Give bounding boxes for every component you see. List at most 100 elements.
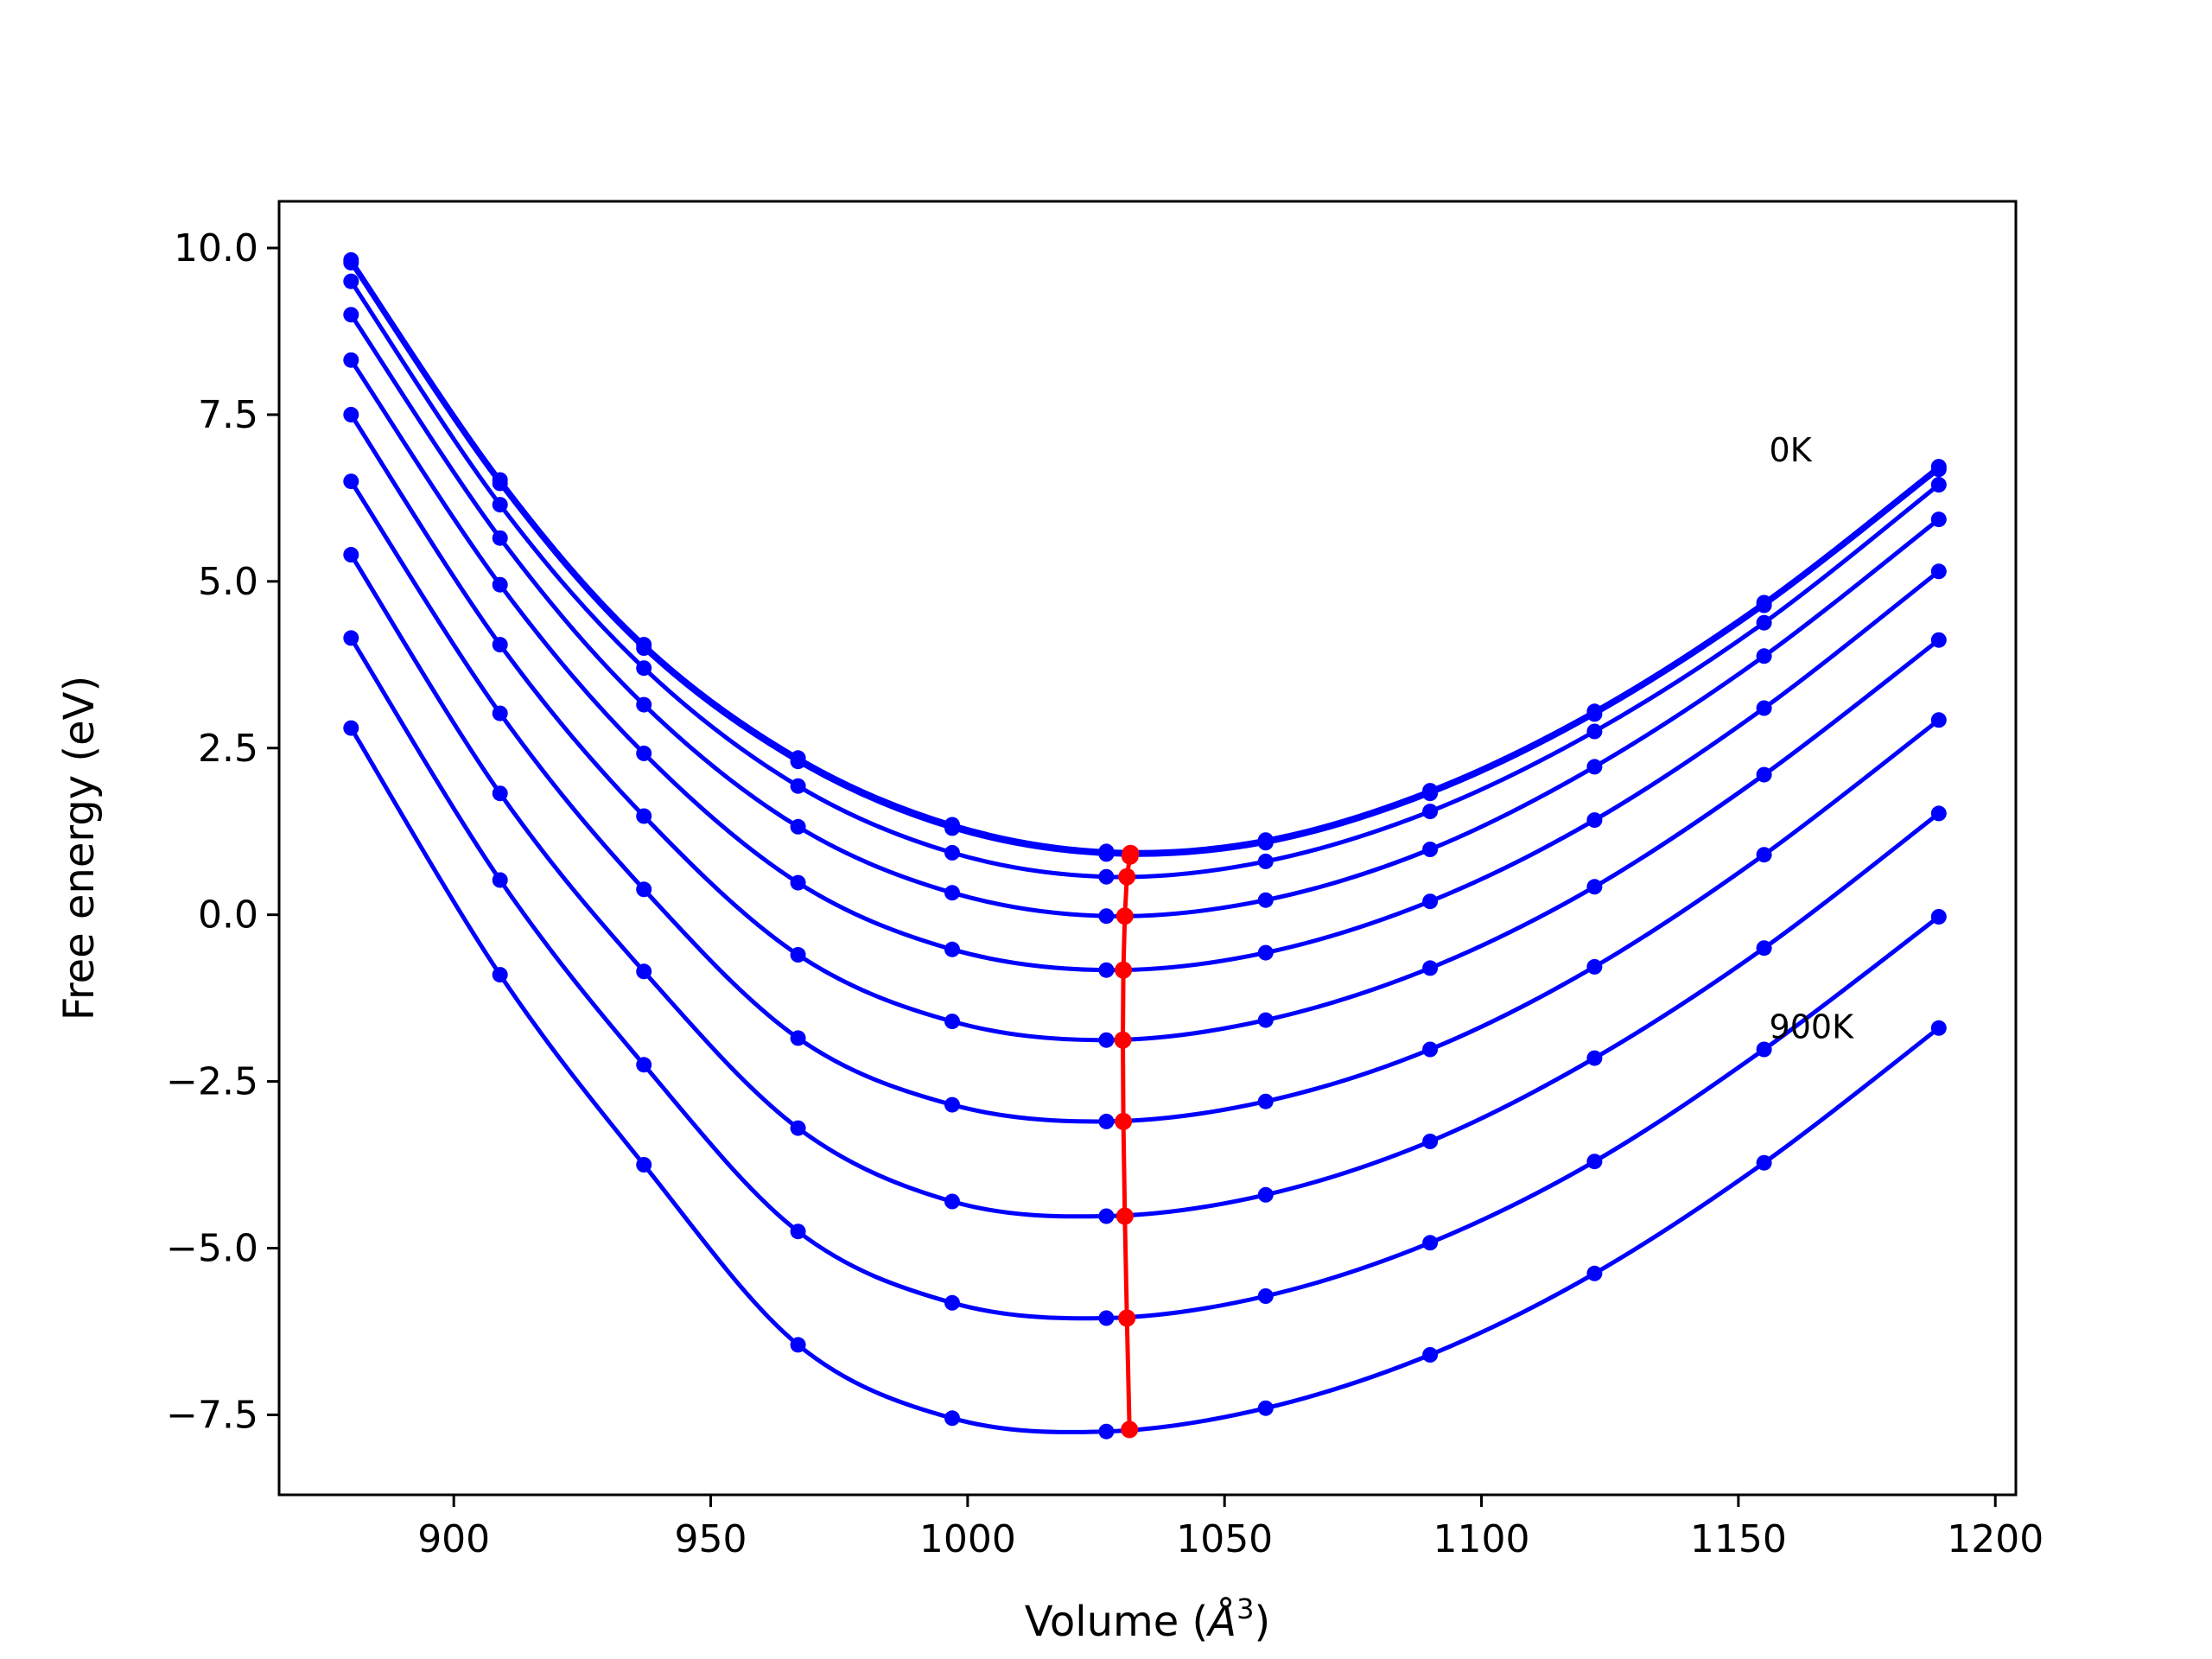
y-tick-label--5: −5.0 (166, 1226, 258, 1270)
series-line-600K (349, 480, 1941, 1124)
data-point-300K-1090 (1422, 842, 1439, 857)
data-point-400K-1058 (1257, 944, 1274, 961)
data-point-800K-880 (343, 630, 359, 646)
data-point-500K-937 (636, 808, 652, 824)
data-point-800K-1189 (1930, 909, 1947, 925)
data-point-100K-1058 (1257, 835, 1274, 851)
data-point-900K-1155 (1756, 1154, 1772, 1171)
data-point-600K-1122 (1586, 958, 1603, 975)
data-point-500K-1155 (1756, 766, 1772, 783)
data-point-600K-1189 (1930, 712, 1947, 728)
data-point-300K-909 (492, 530, 508, 546)
data-point-900K-1058 (1257, 1400, 1274, 1416)
plot-frame (277, 200, 2018, 1497)
data-point-400K-967 (790, 874, 806, 891)
data-point-200K-967 (790, 778, 806, 794)
x-axis-title-unit: Å (1205, 1597, 1236, 1646)
series-line-200K (349, 280, 1941, 880)
data-point-100K-1189 (1930, 461, 1947, 478)
data-point-200K-1027 (1098, 868, 1115, 885)
data-point-900K-1027 (1098, 1423, 1115, 1440)
data-point-600K-967 (790, 1030, 806, 1046)
data-point-300K-997 (944, 885, 960, 901)
data-point-500K-1058 (1257, 1012, 1274, 1028)
data-point-100K-937 (636, 640, 652, 656)
x-axis-title-sup: 3 (1236, 1592, 1254, 1625)
series-line-800K (349, 637, 1941, 1321)
data-point-100K-1155 (1756, 597, 1772, 613)
minimum-point-400K (1115, 961, 1133, 979)
y-tick-label--2.5: −2.5 (166, 1060, 258, 1104)
minimum-point-600K (1115, 1112, 1133, 1130)
data-point-600K-1027 (1098, 1113, 1115, 1129)
data-point-300K-880 (343, 307, 359, 323)
data-point-800K-937 (636, 1057, 652, 1073)
minima-polyline (1120, 853, 1133, 1430)
data-point-200K-909 (492, 497, 508, 513)
data-point-900K-909 (492, 967, 508, 983)
y-axis-ticks: −7.5 −5.0 −2.5 0.0 2.5 5.0 7.5 10.0 (166, 226, 279, 1437)
x-axis-ticks: 900 950 1000 1050 1100 1150 1200 (417, 1495, 2044, 1561)
data-point-200K-1155 (1756, 614, 1772, 631)
minimum-point-500K (1114, 1031, 1132, 1049)
y-tick-label-0: 0.0 (198, 893, 258, 938)
data-point-900K-1189 (1930, 1020, 1947, 1036)
data-point-500K-967 (790, 947, 806, 963)
data-point-800K-1090 (1422, 1235, 1439, 1251)
data-point-500K-1122 (1586, 879, 1603, 895)
data-point-200K-1122 (1586, 723, 1603, 740)
x-tick-label-1200: 1200 (1947, 1517, 2044, 1561)
data-point-200K-1189 (1930, 477, 1947, 493)
x-tick-label-1050: 1050 (1176, 1517, 1273, 1561)
annotations: 0K 900K (1770, 431, 1855, 1046)
data-point-800K-1058 (1257, 1288, 1274, 1304)
minima-line (1114, 844, 1140, 1439)
data-point-300K-967 (790, 818, 806, 835)
annotation-0K: 0K (1770, 431, 1813, 469)
data-point-600K-937 (636, 881, 652, 898)
data-point-300K-1027 (1098, 908, 1115, 925)
data-point-700K-967 (790, 1120, 806, 1136)
data-point-100K-1027 (1098, 846, 1115, 862)
data-point-200K-997 (944, 844, 960, 861)
data-point-600K-1155 (1756, 847, 1772, 863)
series-line-700K (349, 553, 1941, 1219)
data-point-700K-1155 (1756, 940, 1772, 957)
x-tick-label-950: 950 (675, 1517, 747, 1561)
data-point-900K-1122 (1586, 1265, 1603, 1281)
data-point-600K-880 (343, 474, 359, 490)
minimum-point-800K (1118, 1309, 1136, 1327)
data-point-700K-937 (636, 963, 652, 980)
data-point-500K-1189 (1930, 632, 1947, 648)
data-point-400K-880 (343, 352, 359, 368)
data-point-400K-1189 (1930, 563, 1947, 580)
x-tick-label-1100: 1100 (1433, 1517, 1530, 1561)
data-point-700K-1122 (1586, 1050, 1603, 1066)
data-point-100K-909 (492, 475, 508, 492)
x-axis-title-close: ) (1254, 1598, 1270, 1646)
data-point-500K-997 (944, 1014, 960, 1030)
data-point-600K-997 (944, 1096, 960, 1113)
data-point-900K-937 (636, 1157, 652, 1173)
data-point-600K-1058 (1257, 1093, 1274, 1109)
data-point-300K-1058 (1257, 892, 1274, 908)
series-line-500K (349, 413, 1941, 1043)
data-point-400K-937 (636, 745, 652, 761)
minimum-point-900K (1121, 1421, 1139, 1439)
minimum-point-100K (1121, 847, 1139, 865)
data-point-400K-1090 (1422, 893, 1439, 910)
data-point-400K-1122 (1586, 812, 1603, 829)
fit-curves (349, 258, 1941, 1434)
y-tick-label--7.5: −7.5 (166, 1393, 258, 1437)
data-point-700K-1090 (1422, 1134, 1439, 1149)
data-point-300K-1155 (1756, 648, 1772, 664)
data-point-800K-967 (790, 1224, 806, 1240)
data-point-100K-967 (790, 753, 806, 770)
data-point-700K-1189 (1930, 805, 1947, 822)
y-tick-label-10: 10.0 (174, 226, 258, 270)
minimum-point-700K (1116, 1207, 1134, 1225)
series-line-100K (349, 261, 1941, 857)
data-point-800K-1155 (1756, 1041, 1772, 1058)
data-point-100K-880 (343, 255, 359, 270)
